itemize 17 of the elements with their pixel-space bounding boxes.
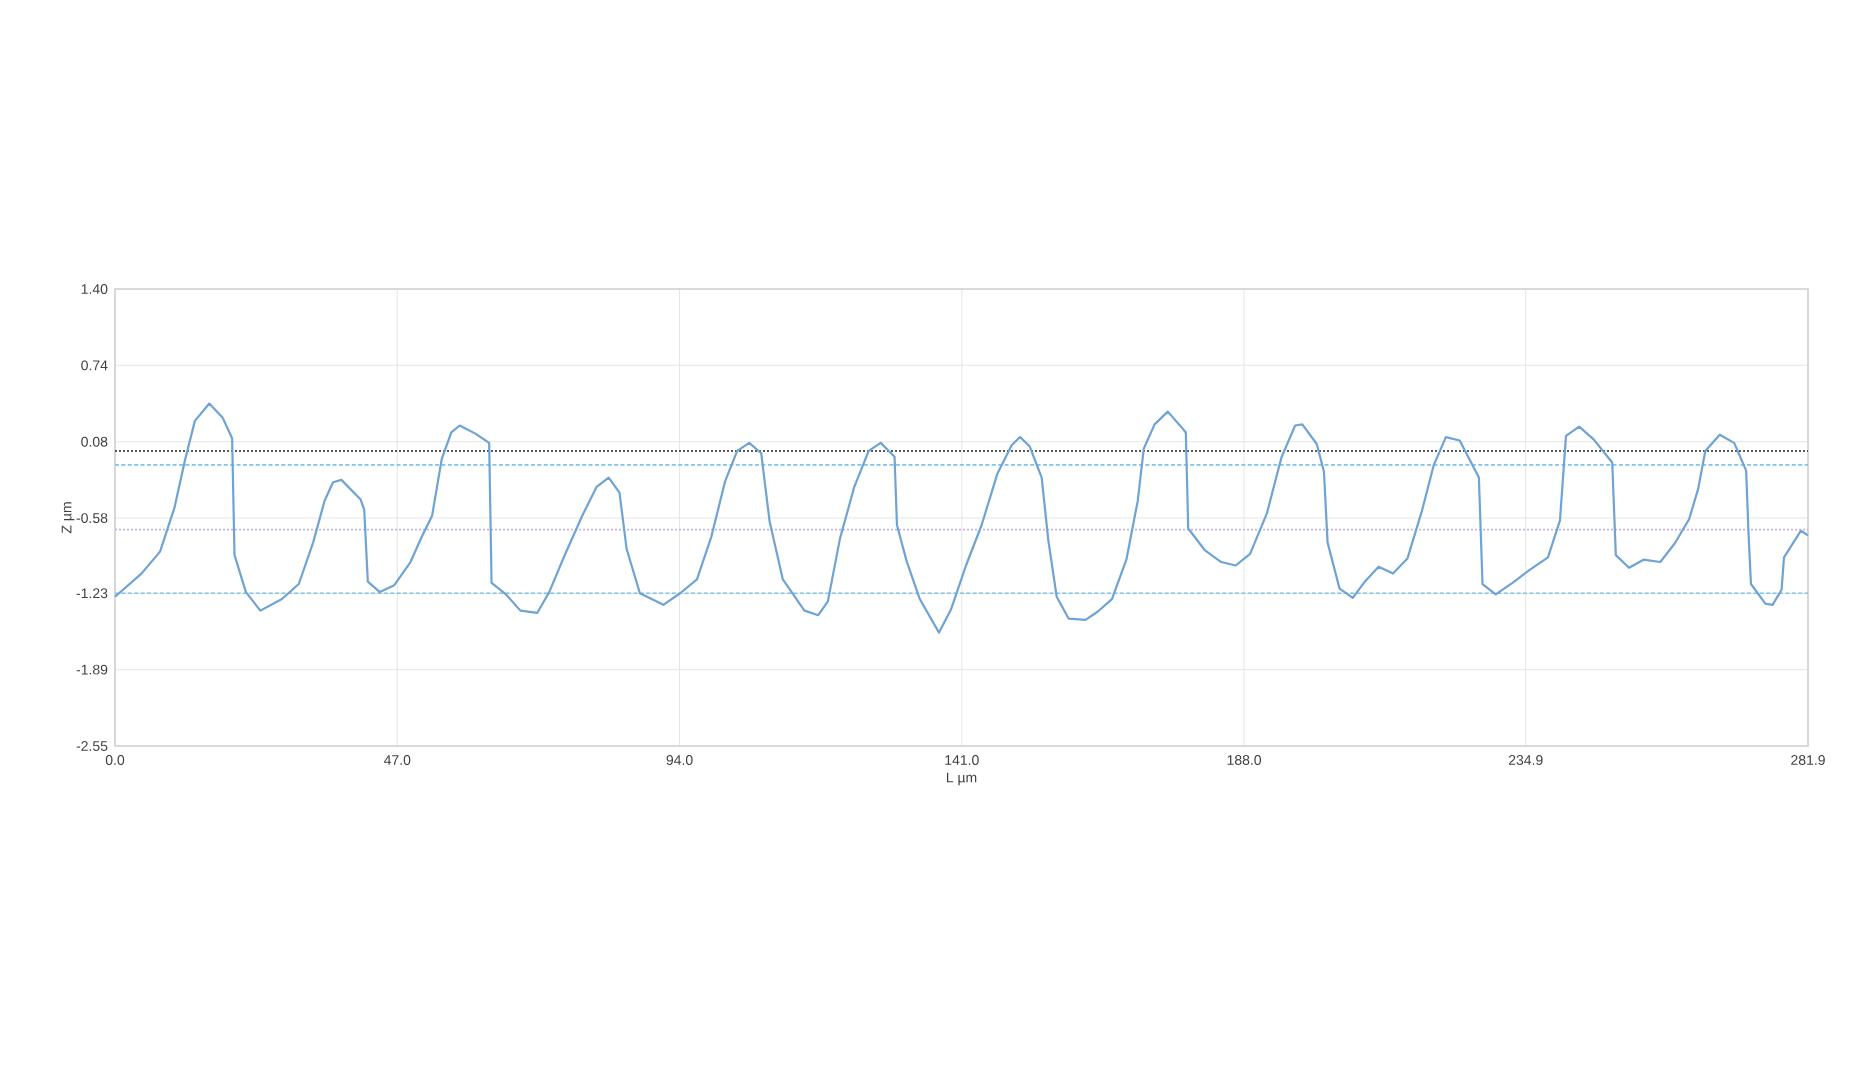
- y-tick-label: -0.58: [76, 513, 108, 524]
- y-tick-label: -2.55: [76, 741, 108, 751]
- line-series: [113, 402, 1810, 634]
- y-axis-title: Z µm: [61, 502, 75, 534]
- x-tick-label: 141.0: [945, 755, 979, 765]
- y-tick-label: 0.08: [81, 436, 108, 447]
- x-tick-label: 281.9: [1791, 755, 1825, 765]
- y-tick-label: 0.74: [81, 360, 108, 371]
- y-tick-label: -1.89: [76, 664, 108, 675]
- x-tick-label: 188.0: [1227, 755, 1262, 765]
- x-tick-label: 0.0: [105, 755, 125, 765]
- x-axis-title: L µm: [946, 772, 977, 786]
- x-tick-label: 94.0: [666, 755, 693, 765]
- x-tick-label: 234.9: [1508, 755, 1543, 765]
- x-tick-label: 47.0: [383, 755, 411, 765]
- y-tick-label: 1.40: [81, 284, 108, 294]
- y-tick-label: -1.23: [76, 588, 108, 599]
